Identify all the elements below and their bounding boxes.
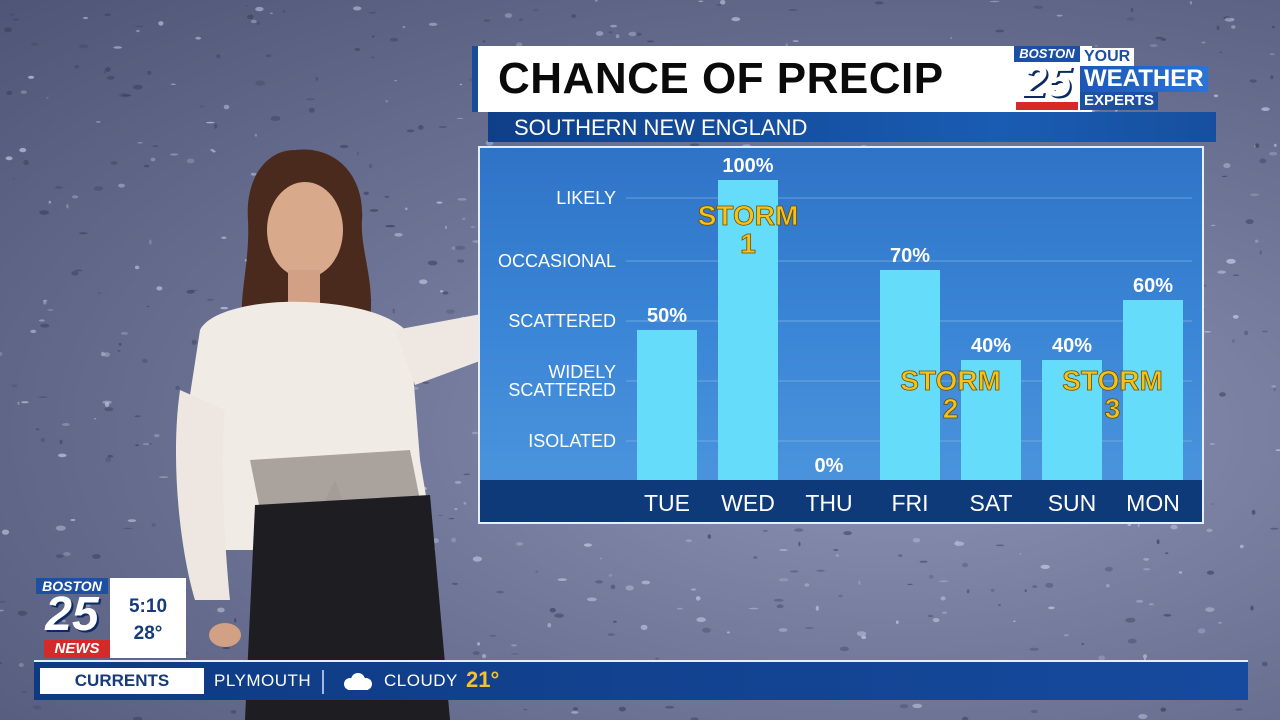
bar xyxy=(1123,300,1183,480)
ticker-condition: CLOUDY xyxy=(384,671,458,690)
data-label: 70% xyxy=(890,245,930,267)
cloudy-icon xyxy=(344,673,372,690)
page-title: CHANCE OF PRECIP xyxy=(498,54,944,103)
y-level-label: WIDELY xyxy=(548,362,616,382)
x-axis-strip xyxy=(480,480,1202,522)
category-label: MON xyxy=(1126,490,1180,516)
storm-annotation: STORM xyxy=(698,200,799,231)
y-level-label: ISOLATED xyxy=(528,431,616,451)
storm-annotation: STORM xyxy=(900,365,1001,396)
bar xyxy=(880,270,940,480)
ticker-temp: 21° xyxy=(466,667,500,692)
bar xyxy=(637,330,697,480)
category-label: SUN xyxy=(1048,490,1097,516)
precip-bar-chart: LIKELYOCCASIONALSCATTEREDWIDELYSCATTERED… xyxy=(480,155,1202,522)
page-subtitle: SOUTHERN NEW ENGLAND xyxy=(514,115,808,140)
logo-accent xyxy=(1016,102,1078,110)
data-label: 0% xyxy=(815,455,844,477)
news-logo: BOSTON 25 NEWS xyxy=(34,578,110,658)
logo-tagline-experts: EXPERTS xyxy=(1080,92,1159,110)
data-label: 100% xyxy=(722,155,773,177)
subtitle-bar: SOUTHERN NEW ENGLAND xyxy=(488,112,1216,142)
y-level-label: LIKELY xyxy=(556,188,616,208)
bar xyxy=(718,180,778,480)
ticker-divider xyxy=(322,670,324,694)
bar xyxy=(1042,360,1102,480)
storm-annotation: 3 xyxy=(1105,393,1121,424)
y-level-label: SCATTERED xyxy=(508,311,616,331)
clock-temp: 28° xyxy=(133,623,163,644)
clock-box: BOSTON 25 NEWS 5:10 28° xyxy=(34,578,186,658)
category-label: TUE xyxy=(644,490,690,516)
clock-time: 5:10 xyxy=(128,596,168,617)
bar xyxy=(961,360,1021,480)
logo-channel: 25 xyxy=(1022,57,1072,106)
clock-panel: 5:10 28° xyxy=(110,578,186,658)
storm-annotation: 2 xyxy=(943,393,959,424)
category-label: SAT xyxy=(969,490,1012,516)
logo-tagline-your: YOUR xyxy=(1080,48,1135,66)
data-label: 40% xyxy=(1052,335,1092,357)
storm-annotation: STORM xyxy=(1062,365,1163,396)
category-label: FRI xyxy=(891,490,928,516)
precip-chart-panel: LIKELY OCCASIONAL SCATTERED WIDELY SCATTERED… xyxy=(478,146,1204,524)
logo-tagline-weather: WEATHER xyxy=(1080,66,1208,92)
y-level-label: SCATTERED xyxy=(508,380,616,400)
y-level-label: OCCASIONAL xyxy=(498,251,616,271)
news-logo-city: BOSTON xyxy=(36,578,108,594)
ticker-location: PLYMOUTH xyxy=(214,671,312,690)
data-label: 60% xyxy=(1133,275,1173,297)
ticker-label: CURRENTS xyxy=(40,668,204,694)
data-label: 40% xyxy=(971,335,1011,357)
logo-city: BOSTON xyxy=(1014,46,1080,62)
currents-ticker: CURRENTS PLYMOUTH CLOUDY 21° xyxy=(34,660,1248,700)
category-label: THU xyxy=(805,490,852,516)
storm-annotation: 1 xyxy=(740,228,756,259)
news-logo-news: NEWS xyxy=(44,640,110,658)
station-logo: BOSTON 25 YOUR WEATHER EXPERTS xyxy=(1014,46,1224,112)
category-label: WED xyxy=(721,490,775,516)
title-bar: CHANCE OF PRECIP xyxy=(472,46,1092,112)
data-label: 50% xyxy=(647,305,687,327)
presenter-figure xyxy=(175,149,500,720)
news-logo-channel: 25 xyxy=(45,588,99,641)
